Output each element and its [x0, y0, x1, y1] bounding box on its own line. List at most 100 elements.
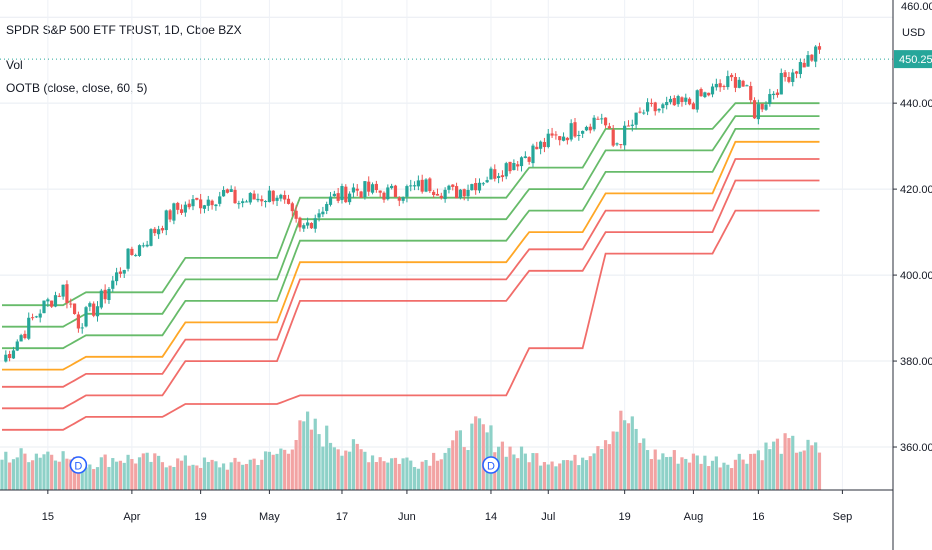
time-tick-label: Sep — [833, 511, 853, 523]
volume-bar — [344, 450, 348, 490]
volume-bar — [500, 441, 505, 490]
candle-body — [344, 186, 348, 203]
volume-bar — [412, 467, 417, 490]
candle-body — [397, 197, 401, 201]
volume-bar — [714, 456, 718, 490]
time-tick-label: 19 — [619, 511, 631, 523]
time-axis[interactable]: 15 Apr 19 May 17 Jun 14 Jul 19 Aug 16 Sep — [0, 489, 893, 523]
candle-body — [367, 181, 371, 192]
candle-body — [420, 179, 424, 192]
price-axis[interactable]: 460.00 USD 440.00 420.00 400.00 380.00 360.00 4… — [892, 0, 932, 550]
volume-bar — [374, 461, 378, 490]
symbol-title[interactable]: SPDR S&P 500 ETF TRUST, 1D, Cboe BZX — [6, 23, 242, 37]
candle-body — [286, 198, 291, 204]
volume-bar — [179, 460, 184, 490]
volume-bar — [61, 451, 65, 490]
candle-body — [798, 62, 802, 75]
candle-body — [454, 186, 459, 199]
volume-bar — [8, 462, 12, 490]
candle-body — [806, 55, 810, 67]
volume-bar — [95, 467, 100, 490]
candle-body — [787, 76, 791, 82]
candle-body — [409, 185, 413, 187]
candle-body — [550, 133, 554, 136]
candle-body — [814, 46, 818, 62]
candle-body — [481, 183, 485, 185]
volume-bar — [550, 461, 554, 490]
candle-body — [439, 195, 443, 199]
candle-body — [737, 79, 741, 88]
ootb-band-line — [2, 128, 820, 350]
candle-body — [535, 146, 539, 150]
candle-body — [321, 211, 325, 215]
volume-bar — [623, 420, 627, 490]
candle-body — [760, 103, 764, 110]
volume-bar — [481, 424, 485, 490]
volume-bar — [817, 452, 822, 490]
candle-body — [53, 295, 58, 307]
volume-bar — [435, 460, 440, 490]
volume-bar — [462, 447, 466, 490]
ootb-band-line — [2, 209, 820, 431]
volume-bar — [645, 450, 650, 490]
candle-body — [519, 157, 524, 167]
candle-body — [386, 187, 390, 200]
volume-bar — [325, 425, 329, 490]
volume-bar — [221, 463, 226, 490]
candle-body — [183, 204, 187, 213]
candle-body — [726, 76, 730, 88]
volume-bar — [458, 430, 462, 490]
candle-body — [794, 71, 799, 74]
candle-body — [241, 201, 245, 204]
volume-bar — [626, 423, 631, 490]
volume-bar — [92, 469, 96, 490]
candle-body — [157, 229, 161, 235]
volume-bar — [596, 446, 600, 490]
volume-bar — [286, 453, 291, 490]
volume-bar — [15, 457, 19, 490]
volume-bar — [390, 458, 394, 490]
volume-bar — [733, 459, 738, 490]
volume-bar — [206, 461, 210, 490]
candle-body — [118, 271, 123, 274]
candle-body — [61, 284, 65, 297]
candle-body — [206, 199, 210, 206]
candle-body — [645, 102, 650, 112]
candle-body — [772, 93, 776, 96]
candle-body — [596, 118, 600, 120]
candle-body — [779, 72, 783, 95]
candle-body — [577, 134, 581, 136]
volume-legend[interactable]: Vol — [6, 58, 23, 72]
candle-body — [153, 228, 157, 234]
volume-bar — [726, 464, 730, 490]
volume-bar — [164, 467, 168, 490]
candle-body — [749, 86, 753, 101]
volume-bar — [199, 467, 203, 490]
volume-bar — [561, 460, 566, 490]
candle-body — [462, 189, 466, 197]
time-tick-label: Jun — [398, 511, 416, 523]
candle-body — [145, 244, 149, 247]
candle-body — [561, 136, 566, 141]
volume-bar — [172, 466, 176, 490]
candle-body — [317, 213, 321, 218]
volume-bar — [19, 448, 23, 490]
time-tick-label: May — [259, 511, 280, 523]
volume-bar — [405, 457, 409, 490]
indicator-legend[interactable]: OOTB (close, close, 60, 5) — [6, 81, 148, 95]
candle-body — [172, 203, 176, 221]
candle-body — [722, 86, 726, 88]
volume-bar — [290, 449, 294, 490]
candle-body — [370, 184, 375, 193]
volume-bar — [11, 459, 16, 490]
ootb-bands — [2, 102, 820, 431]
volume-bar — [351, 439, 356, 490]
volume-bar — [237, 461, 241, 490]
volume-bar — [263, 451, 268, 490]
volume-bar — [638, 442, 642, 490]
candle-body — [115, 272, 119, 282]
volume-bar — [684, 458, 688, 490]
candle-body — [523, 156, 527, 158]
candle-body — [137, 245, 142, 256]
